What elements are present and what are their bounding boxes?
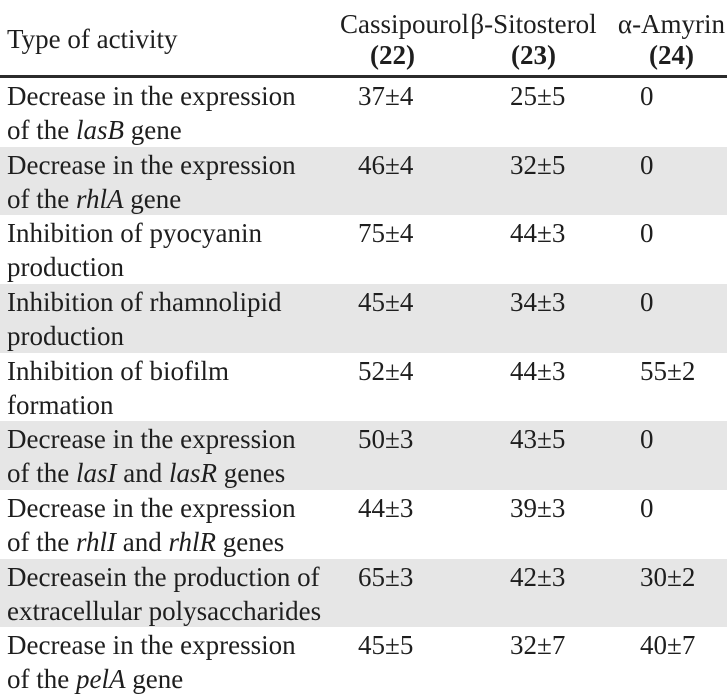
value-cell: 44±3 [510,218,566,249]
activity-cell: Inhibition of pyocyanin production [7,218,262,283]
value-cell: 0 [640,492,654,523]
value-cell: 0 [640,424,654,455]
column-header-activity: Type of activity [7,24,178,54]
value-cell: 0 [640,286,654,317]
column-header-sitosterol: β-Sitosterol (23) [455,9,600,71]
compound-name: α-Amyrin [617,8,726,39]
value-cell: 65±3 [358,561,414,592]
table-header: Type of activity Cassipourol (22) β-Sito… [0,0,727,78]
table-body: Decrease in the expression of the lasB ge… [0,78,727,696]
table-row: Inhibition of rhamnolipid production 45±4… [0,283,727,353]
table-row: Decreasein the production of extracellula… [0,558,727,628]
table-row: Decrease in the expression of the pelA ge… [0,627,727,696]
value-cell: 0 [640,149,654,180]
value-cell: 75±4 [358,218,414,249]
activity-cell: Decrease in the expression of the rhlA ge… [7,149,296,214]
column-header-cassipourol: Cassipourol (22) [340,8,470,71]
value-cell: 39±3 [510,492,566,523]
value-cell: 30±2 [640,561,696,592]
activity-cell: Decrease in the expression of the lasI an… [7,424,296,489]
value-cell: 40±7 [640,630,696,661]
column-header-amyrin: α-Amyrin (24) [600,9,727,71]
value-cell: 0 [640,218,654,249]
value-cell: 43±5 [510,424,566,455]
value-cell: 34±3 [510,286,566,317]
value-cell: 45±4 [358,286,414,317]
table-row: Decrease in the expression of the rhlA ge… [0,146,727,216]
activity-cell: Inhibition of biofilm formation [7,355,229,420]
activity-cell: Decrease in the expression of the pelA ge… [7,630,296,695]
compound-number: (24) [649,39,694,70]
value-cell: 32±7 [510,630,566,661]
value-cell: 42±3 [510,561,566,592]
activity-cell: Decreasein the production of extracellula… [7,561,322,626]
value-cell: 45±5 [358,630,414,661]
value-cell: 37±4 [358,81,414,111]
value-cell: 32±5 [510,149,566,180]
compound-name: Cassipourol [340,8,470,39]
value-cell: 50±3 [358,424,414,455]
table-row: Decrease in the expression of the lasI an… [0,421,727,490]
table-row: Inhibition of pyocyanin production 75±4 4… [0,215,727,284]
table-row: Decrease in the expression of the lasB ge… [0,78,727,147]
activity-cell: Inhibition of rhamnolipid production [7,286,282,351]
activity-cell: Decrease in the expression of the lasB ge… [7,81,296,145]
compound-name: β-Sitosterol [470,8,597,39]
value-cell: 55±2 [640,355,696,386]
value-cell: 44±3 [358,492,414,523]
value-cell: 25±5 [510,81,566,111]
compound-number: (23) [511,39,556,70]
value-cell: 0 [640,81,654,111]
value-cell: 52±4 [358,355,414,386]
table-row: Decrease in the expression of the rhlI an… [0,490,727,559]
value-cell: 46±4 [358,149,414,180]
compound-number: (22) [370,39,415,70]
activity-cell: Decrease in the expression of the rhlI an… [7,492,296,557]
value-cell: 44±3 [510,355,566,386]
table-row: Inhibition of biofilm formation 52±4 44±3… [0,353,727,422]
